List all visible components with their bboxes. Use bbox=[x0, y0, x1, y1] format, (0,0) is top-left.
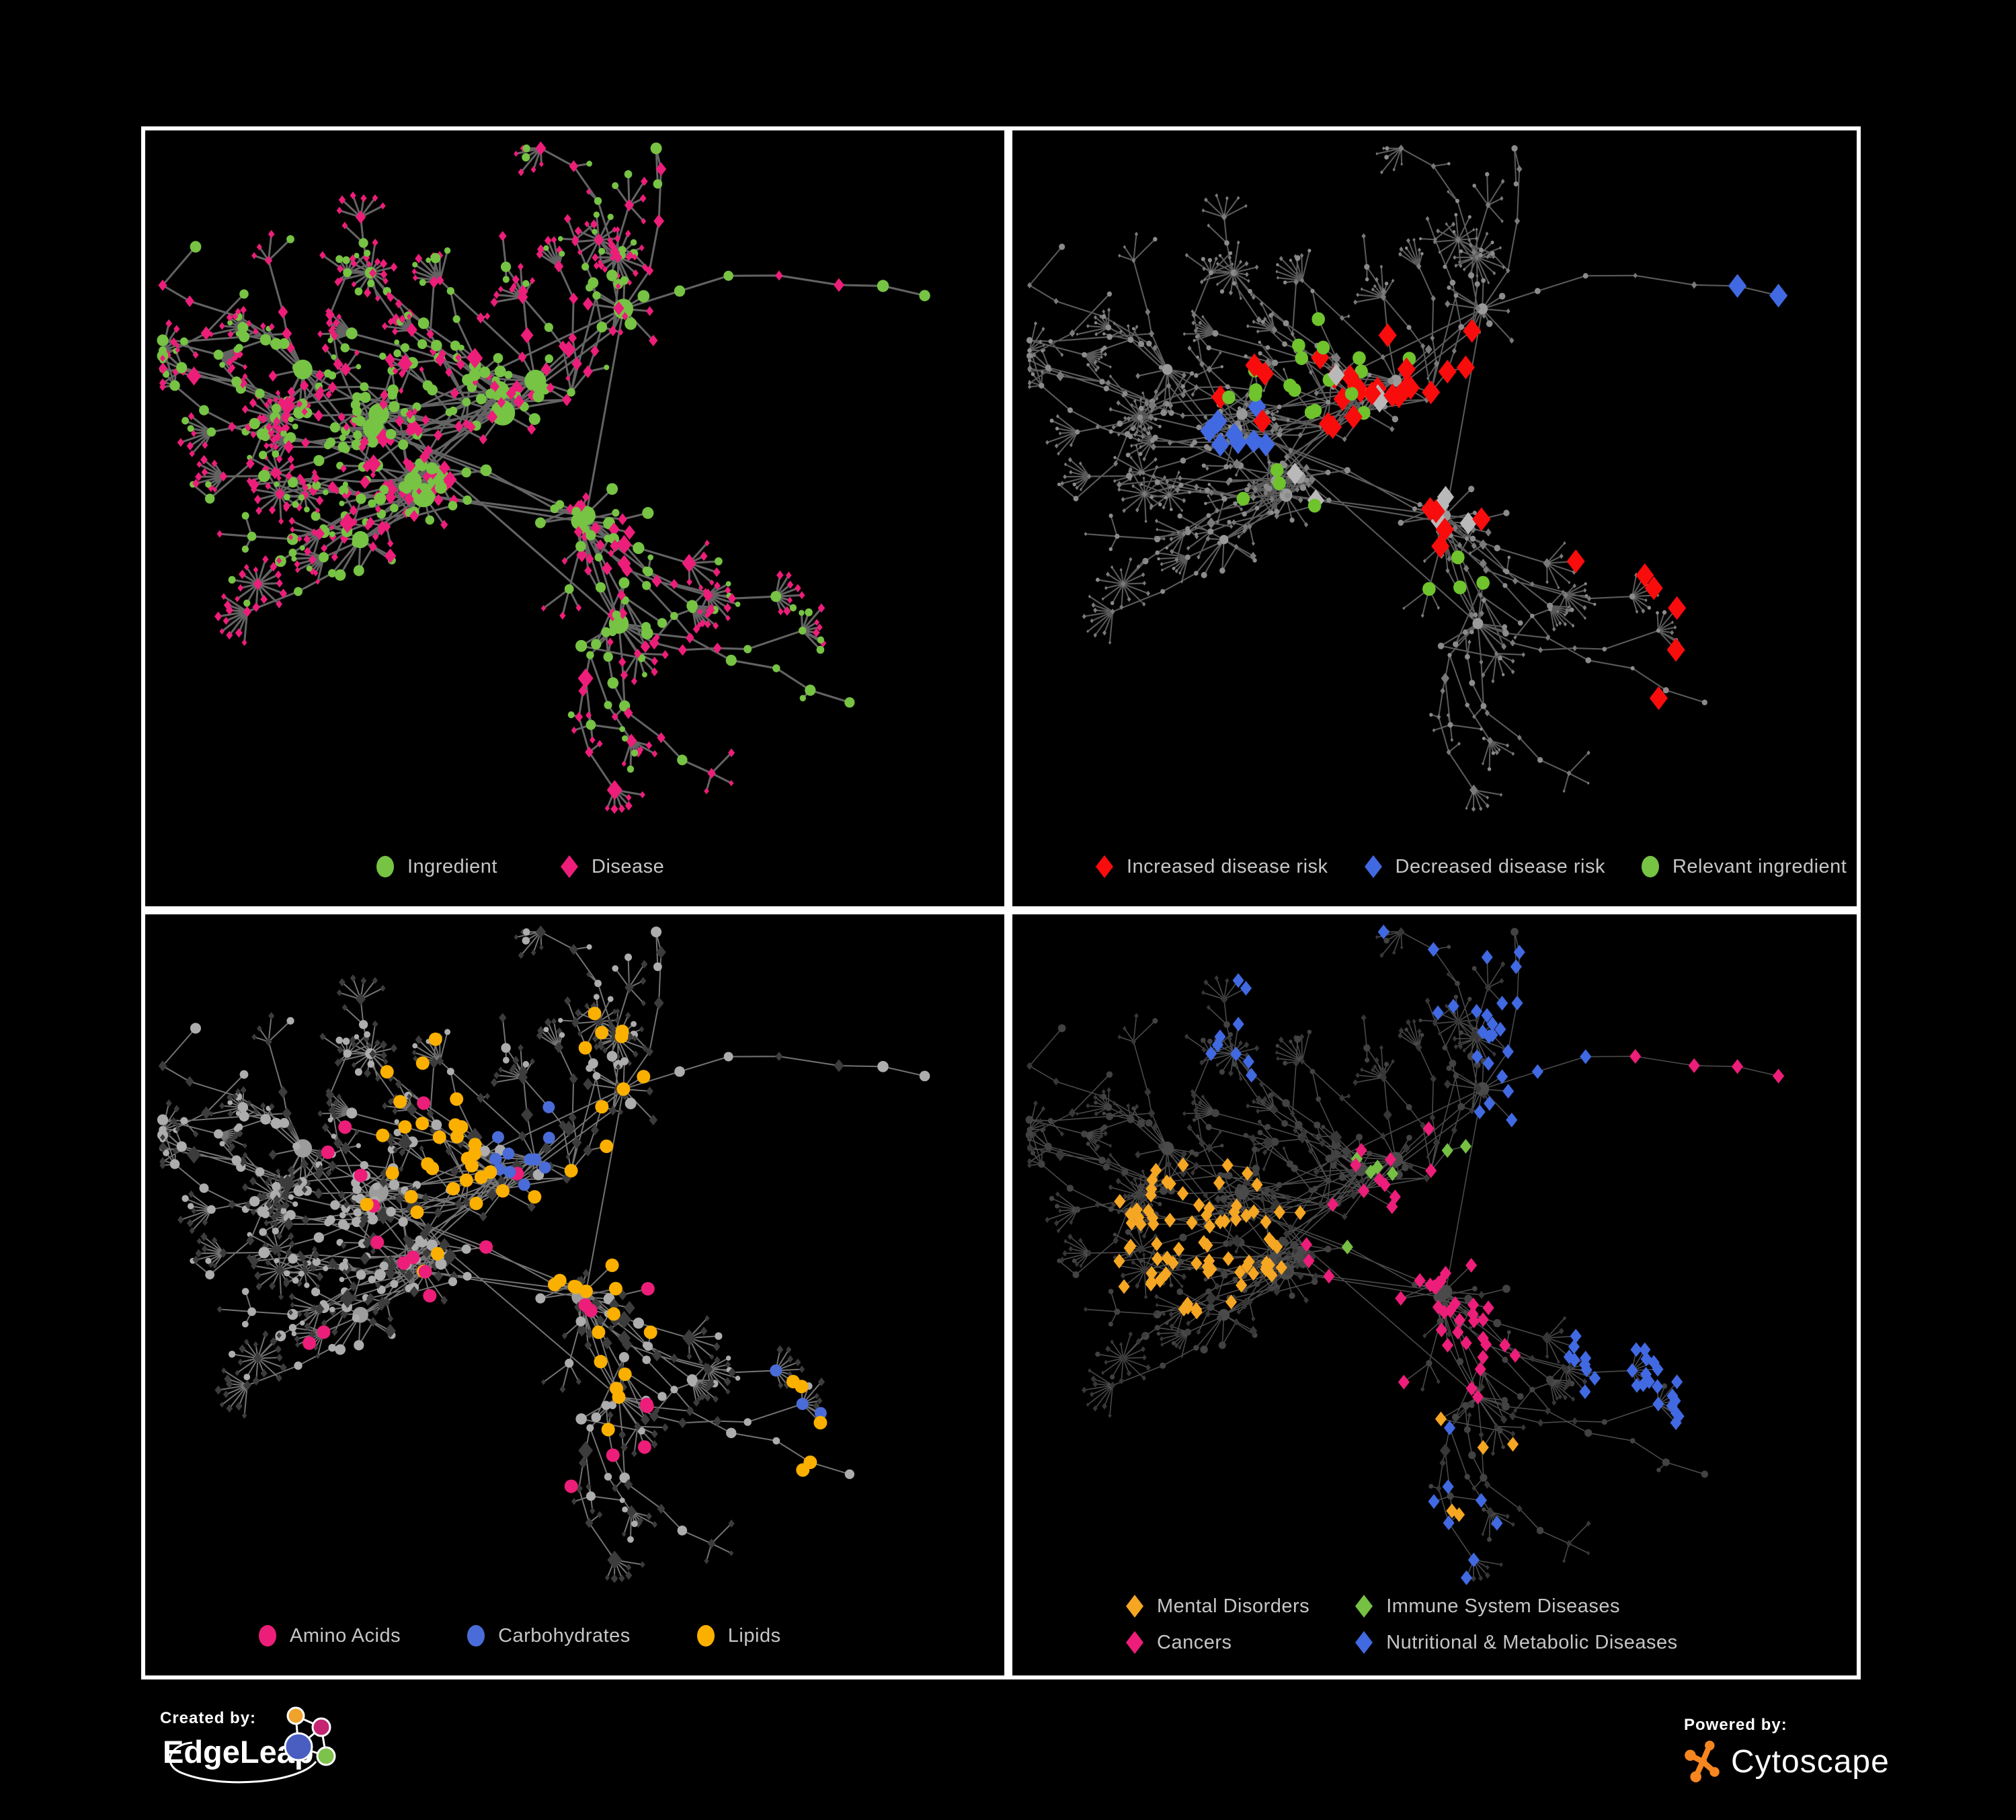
legend-item-lipids: Lipids bbox=[694, 1623, 781, 1649]
legend-item-immune-system-diseases: Immune System Diseases bbox=[1353, 1593, 1677, 1619]
network-nodes bbox=[157, 925, 930, 1583]
legend-nutrient-classes: Amino Acids Carbohydrates Lipids bbox=[145, 1623, 1004, 1649]
legend-label-nutritional-metabolic-diseases: Nutritional & Metabolic Diseases bbox=[1386, 1631, 1678, 1653]
legend-item-mental-disorders: Mental Disorders bbox=[1123, 1593, 1309, 1619]
panel-ingredient-disease: Ingredient Disease bbox=[141, 126, 1008, 910]
legend-item-amino-acids: Amino Acids bbox=[256, 1623, 401, 1649]
diamond-marker-icon bbox=[1096, 855, 1113, 878]
network-nodes bbox=[1025, 927, 1709, 1582]
diamond-marker-icon bbox=[561, 855, 578, 878]
legend-label-mental-disorders: Mental Disorders bbox=[1157, 1595, 1310, 1617]
powered-by-label: Powered by: bbox=[1684, 1716, 1787, 1734]
network-edges bbox=[1029, 931, 1779, 1579]
legend-label-carbohydrates: Carbohydrates bbox=[498, 1624, 631, 1647]
network-nodes bbox=[157, 141, 930, 814]
edgeleap-credit: Created by: EdgeLeap bbox=[160, 1706, 389, 1820]
legend-item-disease: Disease bbox=[558, 854, 664, 879]
network-highlighted-nodes bbox=[1200, 274, 1788, 711]
created-by-label: Created by: bbox=[160, 1709, 257, 1727]
legend-label-ingredient: Ingredient bbox=[407, 855, 497, 877]
legend-item-carbohydrates: Carbohydrates bbox=[465, 1623, 631, 1649]
legend-item-decreased-disease-risk: Decreased disease risk bbox=[1362, 854, 1605, 879]
network-edges bbox=[1029, 147, 1779, 809]
legend-label-immune-system-diseases: Immune System Diseases bbox=[1386, 1595, 1621, 1617]
circle-marker-icon bbox=[259, 1625, 276, 1647]
diamond-marker-icon bbox=[1355, 1631, 1373, 1654]
diamond-marker-icon bbox=[1126, 1631, 1143, 1654]
circle-marker-icon bbox=[376, 856, 394, 877]
legend-label-amino-acids: Amino Acids bbox=[290, 1624, 401, 1647]
network-graph-ingredient-disease bbox=[157, 141, 930, 814]
panel-nutrient-classes: Amino Acids Carbohydrates Lipids bbox=[141, 910, 1008, 1679]
legend-label-relevant-ingredient: Relevant ingredient bbox=[1672, 855, 1847, 877]
legend-item-increased-disease-risk: Increased disease risk bbox=[1093, 854, 1328, 879]
legend-label-disease: Disease bbox=[592, 855, 665, 877]
network-nodes bbox=[1026, 145, 1707, 812]
panel-disease-classes: Mental Disorders Immune System Diseases Ca… bbox=[1008, 910, 1861, 1679]
cytoscape-logo-icon bbox=[1685, 1741, 1720, 1782]
legend-label-cancers: Cancers bbox=[1157, 1631, 1232, 1653]
diamond-marker-icon bbox=[1364, 855, 1382, 878]
diamond-marker-icon bbox=[1126, 1595, 1143, 1618]
legend-disease-risk: Increased disease risk Decreased disease … bbox=[1012, 854, 1857, 879]
network-graph-disease-risk bbox=[1026, 145, 1788, 812]
legend-label-decreased-disease-risk: Decreased disease risk bbox=[1395, 855, 1605, 877]
legend-label-lipids: Lipids bbox=[727, 1624, 781, 1647]
network-graph-disease-classes bbox=[1025, 924, 1785, 1585]
network-graph-nutrient-classes bbox=[157, 925, 930, 1583]
cytoscape-credit: Powered by: Cytoscape bbox=[1684, 1716, 1993, 1796]
circle-marker-icon bbox=[696, 1625, 715, 1647]
edgeleap-logo-icon bbox=[169, 1706, 336, 1784]
diamond-marker-icon bbox=[1355, 1595, 1373, 1618]
network-highlighted-nodes bbox=[1113, 924, 1785, 1585]
panel-disease-risk: Increased disease risk Decreased disease … bbox=[1008, 126, 1861, 910]
network-highlighted-nodes bbox=[303, 1006, 828, 1493]
legend-item-cancers: Cancers bbox=[1123, 1630, 1309, 1655]
circle-marker-icon bbox=[1641, 856, 1659, 877]
legend-item-ingredient: Ingredient bbox=[374, 854, 497, 879]
legend-item-nutritional-metabolic-diseases: Nutritional & Metabolic Diseases bbox=[1353, 1630, 1677, 1655]
legend-ingredient-disease: Ingredient Disease bbox=[145, 854, 1004, 879]
legend-label-increased-disease-risk: Increased disease risk bbox=[1127, 855, 1328, 877]
circle-marker-icon bbox=[467, 1625, 485, 1647]
legend-item-relevant-ingredient: Relevant ingredient bbox=[1639, 854, 1847, 879]
cytoscape-wordmark: Cytoscape bbox=[1731, 1743, 1890, 1780]
legend-disease-classes: Mental Disorders Immune System Diseases Ca… bbox=[1012, 1593, 1857, 1655]
